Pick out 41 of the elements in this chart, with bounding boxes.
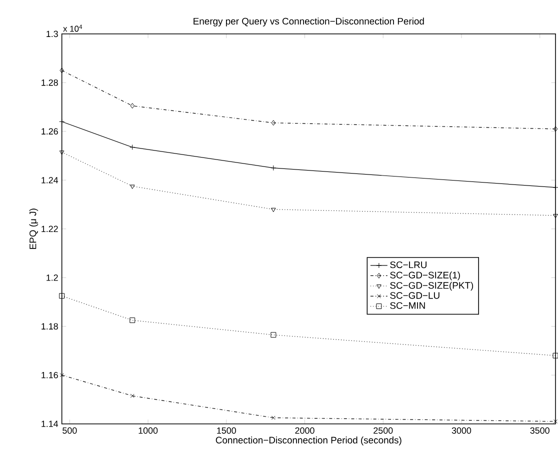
chart-title: Energy per Query vs Connection−Disconnection Period (194, 18, 424, 27)
y-tick-label: 1.24 (42, 177, 58, 184)
point (553, 126, 558, 132)
point (60, 68, 64, 74)
point (271, 416, 276, 420)
y-tick-label: 1.22 (42, 226, 58, 232)
legend-label: SC−GD−LU (390, 292, 440, 299)
legend-label: SC−GD−SIZE(1) (390, 272, 460, 280)
y-tick-label: 1.28 (42, 80, 58, 86)
point (554, 420, 558, 424)
point (130, 394, 134, 398)
x-tick-label: 2500 (374, 427, 393, 434)
x-tick-label: 1000 (138, 427, 158, 434)
legend-label: SC−LRU (390, 262, 426, 268)
x-tick-label: 1500 (217, 427, 236, 434)
x-tick-label: 500 (62, 427, 77, 434)
legend-label: SC−MIN (390, 302, 425, 310)
text: x 10$^{4}$ (63, 24, 82, 32)
y-tick-label: 1.16 (42, 372, 58, 378)
point (552, 353, 558, 358)
point (130, 184, 135, 190)
point (130, 103, 134, 109)
y-tick-label: 1.14 (42, 420, 58, 428)
x-axis-title: Connection−Disconnection Period (seconds) (216, 436, 402, 446)
x-tick-label: 3500 (530, 427, 550, 434)
point (130, 318, 136, 324)
legend-label: SC−GD−SIZE(PKT) (390, 282, 474, 291)
x-tick-label: 3000 (452, 427, 472, 434)
y-tick-label: 1.3 (46, 30, 58, 38)
point (59, 150, 64, 155)
y-tick-label: 1.2 (46, 274, 58, 281)
y-axis-title: EPQ (μ J) (29, 208, 38, 250)
y-tick-label: 1.26 (42, 128, 58, 135)
point (270, 332, 276, 338)
point (60, 373, 64, 378)
point (59, 293, 65, 299)
y-tick-label: 1.18 (42, 323, 58, 330)
point (553, 214, 558, 218)
x-tick-label: 2000 (295, 427, 314, 434)
point (271, 120, 276, 126)
point (271, 208, 276, 212)
